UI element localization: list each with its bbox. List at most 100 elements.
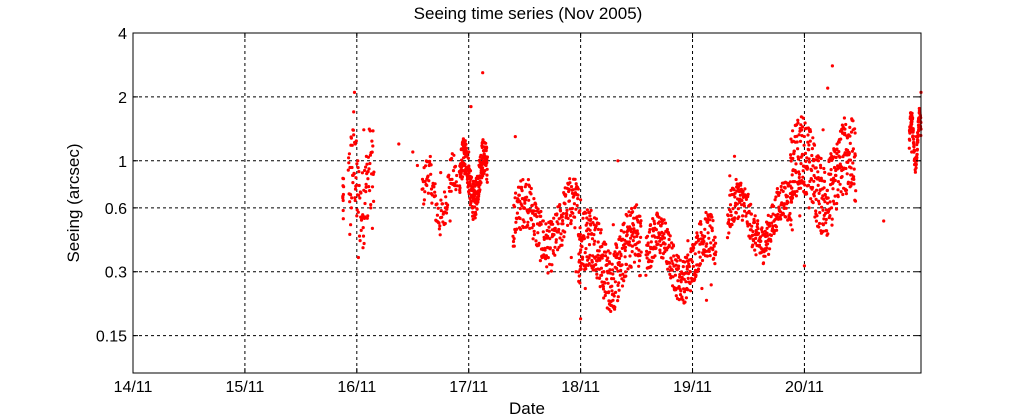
data-point <box>476 200 480 204</box>
data-point <box>658 248 662 252</box>
data-point <box>688 281 692 286</box>
data-point <box>678 258 682 262</box>
data-point <box>551 249 555 253</box>
data-point <box>525 195 529 199</box>
data-point <box>908 130 912 134</box>
data-point <box>601 287 606 291</box>
data-point <box>347 156 351 160</box>
data-point <box>812 173 816 178</box>
data-point <box>485 146 489 150</box>
data-point <box>917 106 921 111</box>
data-point <box>803 183 807 187</box>
data-point <box>469 105 473 109</box>
data-point <box>584 247 588 251</box>
data-point <box>803 121 807 125</box>
data-point <box>512 237 516 241</box>
data-point <box>796 121 800 125</box>
data-point <box>797 133 801 137</box>
data-point <box>532 232 537 237</box>
data-point <box>915 155 919 160</box>
data-point <box>565 208 569 212</box>
data-point <box>464 142 468 146</box>
data-point <box>615 245 619 250</box>
data-point <box>601 285 606 289</box>
data-point <box>819 156 823 161</box>
x-axis-title: Date <box>509 399 545 418</box>
data-point <box>595 272 599 276</box>
data-point <box>450 156 454 161</box>
data-point <box>829 152 833 156</box>
data-point <box>648 223 652 228</box>
data-point <box>686 239 690 243</box>
data-point <box>708 254 712 258</box>
data-point <box>576 270 580 274</box>
data-point <box>436 206 440 210</box>
data-point <box>754 253 758 257</box>
data-point <box>554 238 558 242</box>
data-point <box>733 195 737 199</box>
data-point <box>711 238 716 242</box>
data-point <box>759 239 763 243</box>
data-point <box>657 220 662 224</box>
data-point <box>550 263 554 267</box>
data-point <box>563 230 567 234</box>
data-point <box>766 242 770 246</box>
data-point <box>682 277 686 281</box>
data-point <box>605 277 609 281</box>
data-point <box>520 197 525 201</box>
data-point <box>760 226 764 230</box>
data-point <box>514 220 518 224</box>
data-point <box>838 155 842 159</box>
data-point <box>454 180 458 184</box>
data-point <box>814 209 818 213</box>
data-point <box>678 273 682 277</box>
data-point <box>910 120 914 124</box>
data-point <box>659 243 663 247</box>
y-axis-title: Seeing (arcsec) <box>64 143 83 262</box>
data-point <box>684 280 688 284</box>
data-point <box>823 211 828 215</box>
data-point <box>800 152 805 156</box>
data-point <box>848 158 853 162</box>
data-point <box>566 223 570 227</box>
data-point <box>429 187 434 191</box>
data-point <box>631 223 636 227</box>
data-point <box>835 201 839 206</box>
data-point <box>794 162 798 166</box>
data-point <box>839 165 844 169</box>
data-point <box>801 169 805 173</box>
data-point <box>817 202 821 206</box>
data-point <box>630 234 634 238</box>
data-point <box>659 224 663 228</box>
data-point <box>760 230 765 234</box>
data-point <box>802 143 806 147</box>
x-tick-label: 18/11 <box>561 379 600 396</box>
data-point <box>691 248 695 252</box>
data-point <box>370 150 374 154</box>
data-point <box>797 170 801 174</box>
data-point <box>629 265 633 269</box>
data-point <box>447 185 451 190</box>
data-point <box>702 239 706 244</box>
data-point <box>801 125 805 129</box>
y-tick-label: 0.3 <box>105 265 127 282</box>
data-point <box>667 237 671 242</box>
data-point <box>347 161 351 165</box>
data-point <box>834 173 838 178</box>
x-tick-label: 14/11 <box>114 379 153 396</box>
data-point <box>647 230 652 234</box>
data-point <box>817 221 822 226</box>
data-point <box>630 244 635 248</box>
data-point <box>593 239 597 243</box>
data-point <box>610 289 614 293</box>
data-point <box>915 147 920 151</box>
data-point <box>541 219 545 223</box>
data-point <box>687 264 692 269</box>
data-point <box>546 271 550 275</box>
data-point <box>907 146 911 150</box>
data-point <box>829 206 834 210</box>
data-point <box>700 258 705 263</box>
data-point <box>733 216 737 220</box>
data-point <box>821 223 826 227</box>
data-point <box>788 211 792 216</box>
